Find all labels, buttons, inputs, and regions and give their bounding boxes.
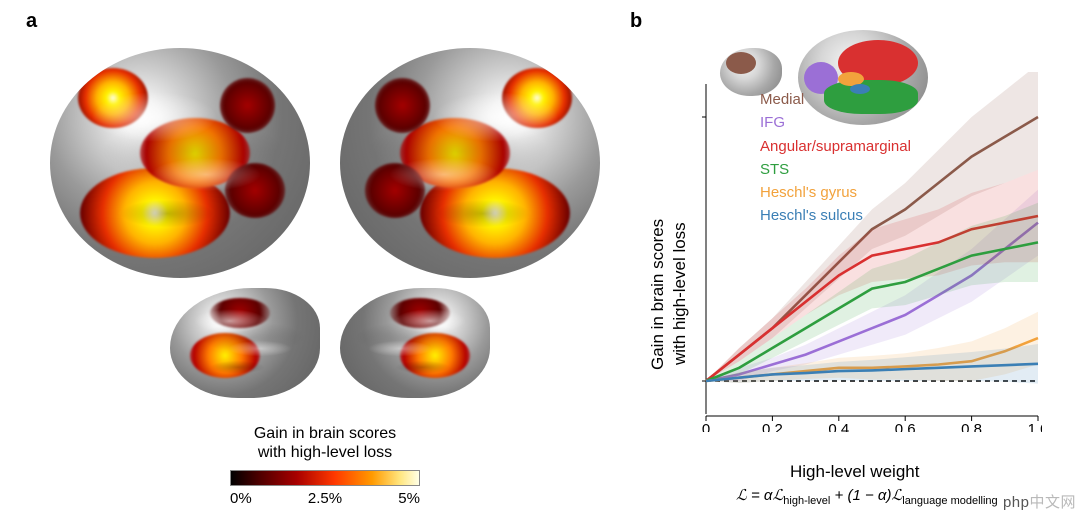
activation-blob [220, 78, 275, 133]
svg-text:0.6: 0.6 [895, 421, 916, 432]
colorbar-ticks: 0% 2.5% 5% [230, 490, 420, 507]
x-axis-label: High-level weight [790, 462, 919, 482]
activation-blob [400, 118, 510, 188]
colorbar-title: Gain in brain scores with high-level los… [175, 424, 475, 462]
watermark-cn: 中文网 [1029, 494, 1076, 511]
activation-blob [140, 118, 250, 188]
colorbar-title-line2: with high-level loss [258, 444, 392, 461]
brain-lateral-right [340, 48, 600, 278]
activation-blob [502, 68, 572, 128]
activation-blob [400, 333, 470, 378]
colorbar-tick: 0% [230, 490, 252, 507]
svg-text:0.4: 0.4 [828, 421, 849, 432]
activation-blob [365, 163, 425, 218]
panel-a: Gain in brain scores with high-level los… [20, 28, 600, 488]
activation-blob [225, 163, 285, 218]
colorbar-tick: 5% [398, 490, 420, 507]
brain-medial-right [340, 288, 490, 398]
colorbar: Gain in brain scores with high-level los… [175, 424, 475, 507]
svg-text:1.0: 1.0 [1028, 421, 1042, 432]
y-axis-label-1: Gain in brain scores [648, 219, 668, 370]
colorbar-title-line1: Gain in brain scores [254, 425, 396, 442]
activation-blob [190, 333, 260, 378]
panel-b: MedialIFGAngular/supramarginalSTSHeschl'… [640, 30, 1060, 500]
brain-lateral-left [50, 48, 310, 278]
svg-text:0.8: 0.8 [961, 421, 982, 432]
line-chart: 00.20.40.60.81.004% [702, 72, 1042, 432]
colorbar-tick: 2.5% [308, 490, 342, 507]
svg-text:0: 0 [702, 421, 710, 432]
colorbar-gradient [230, 470, 420, 486]
activation-blob [80, 168, 230, 258]
watermark: php中文网 [1003, 491, 1076, 512]
activation-blob [210, 298, 270, 328]
brain-medial-left [170, 288, 320, 398]
watermark-en: php [1003, 494, 1030, 511]
activation-blob [78, 68, 148, 128]
activation-blob [375, 78, 430, 133]
activation-blob [420, 168, 570, 258]
equation: ℒ = αℒhigh-level + (1 − α)ℒlanguage mode… [736, 486, 998, 507]
inset-patch-medial [726, 52, 756, 74]
activation-blob [390, 298, 450, 328]
svg-text:0.2: 0.2 [762, 421, 783, 432]
y-axis-label-2: with high-level loss [670, 222, 690, 365]
